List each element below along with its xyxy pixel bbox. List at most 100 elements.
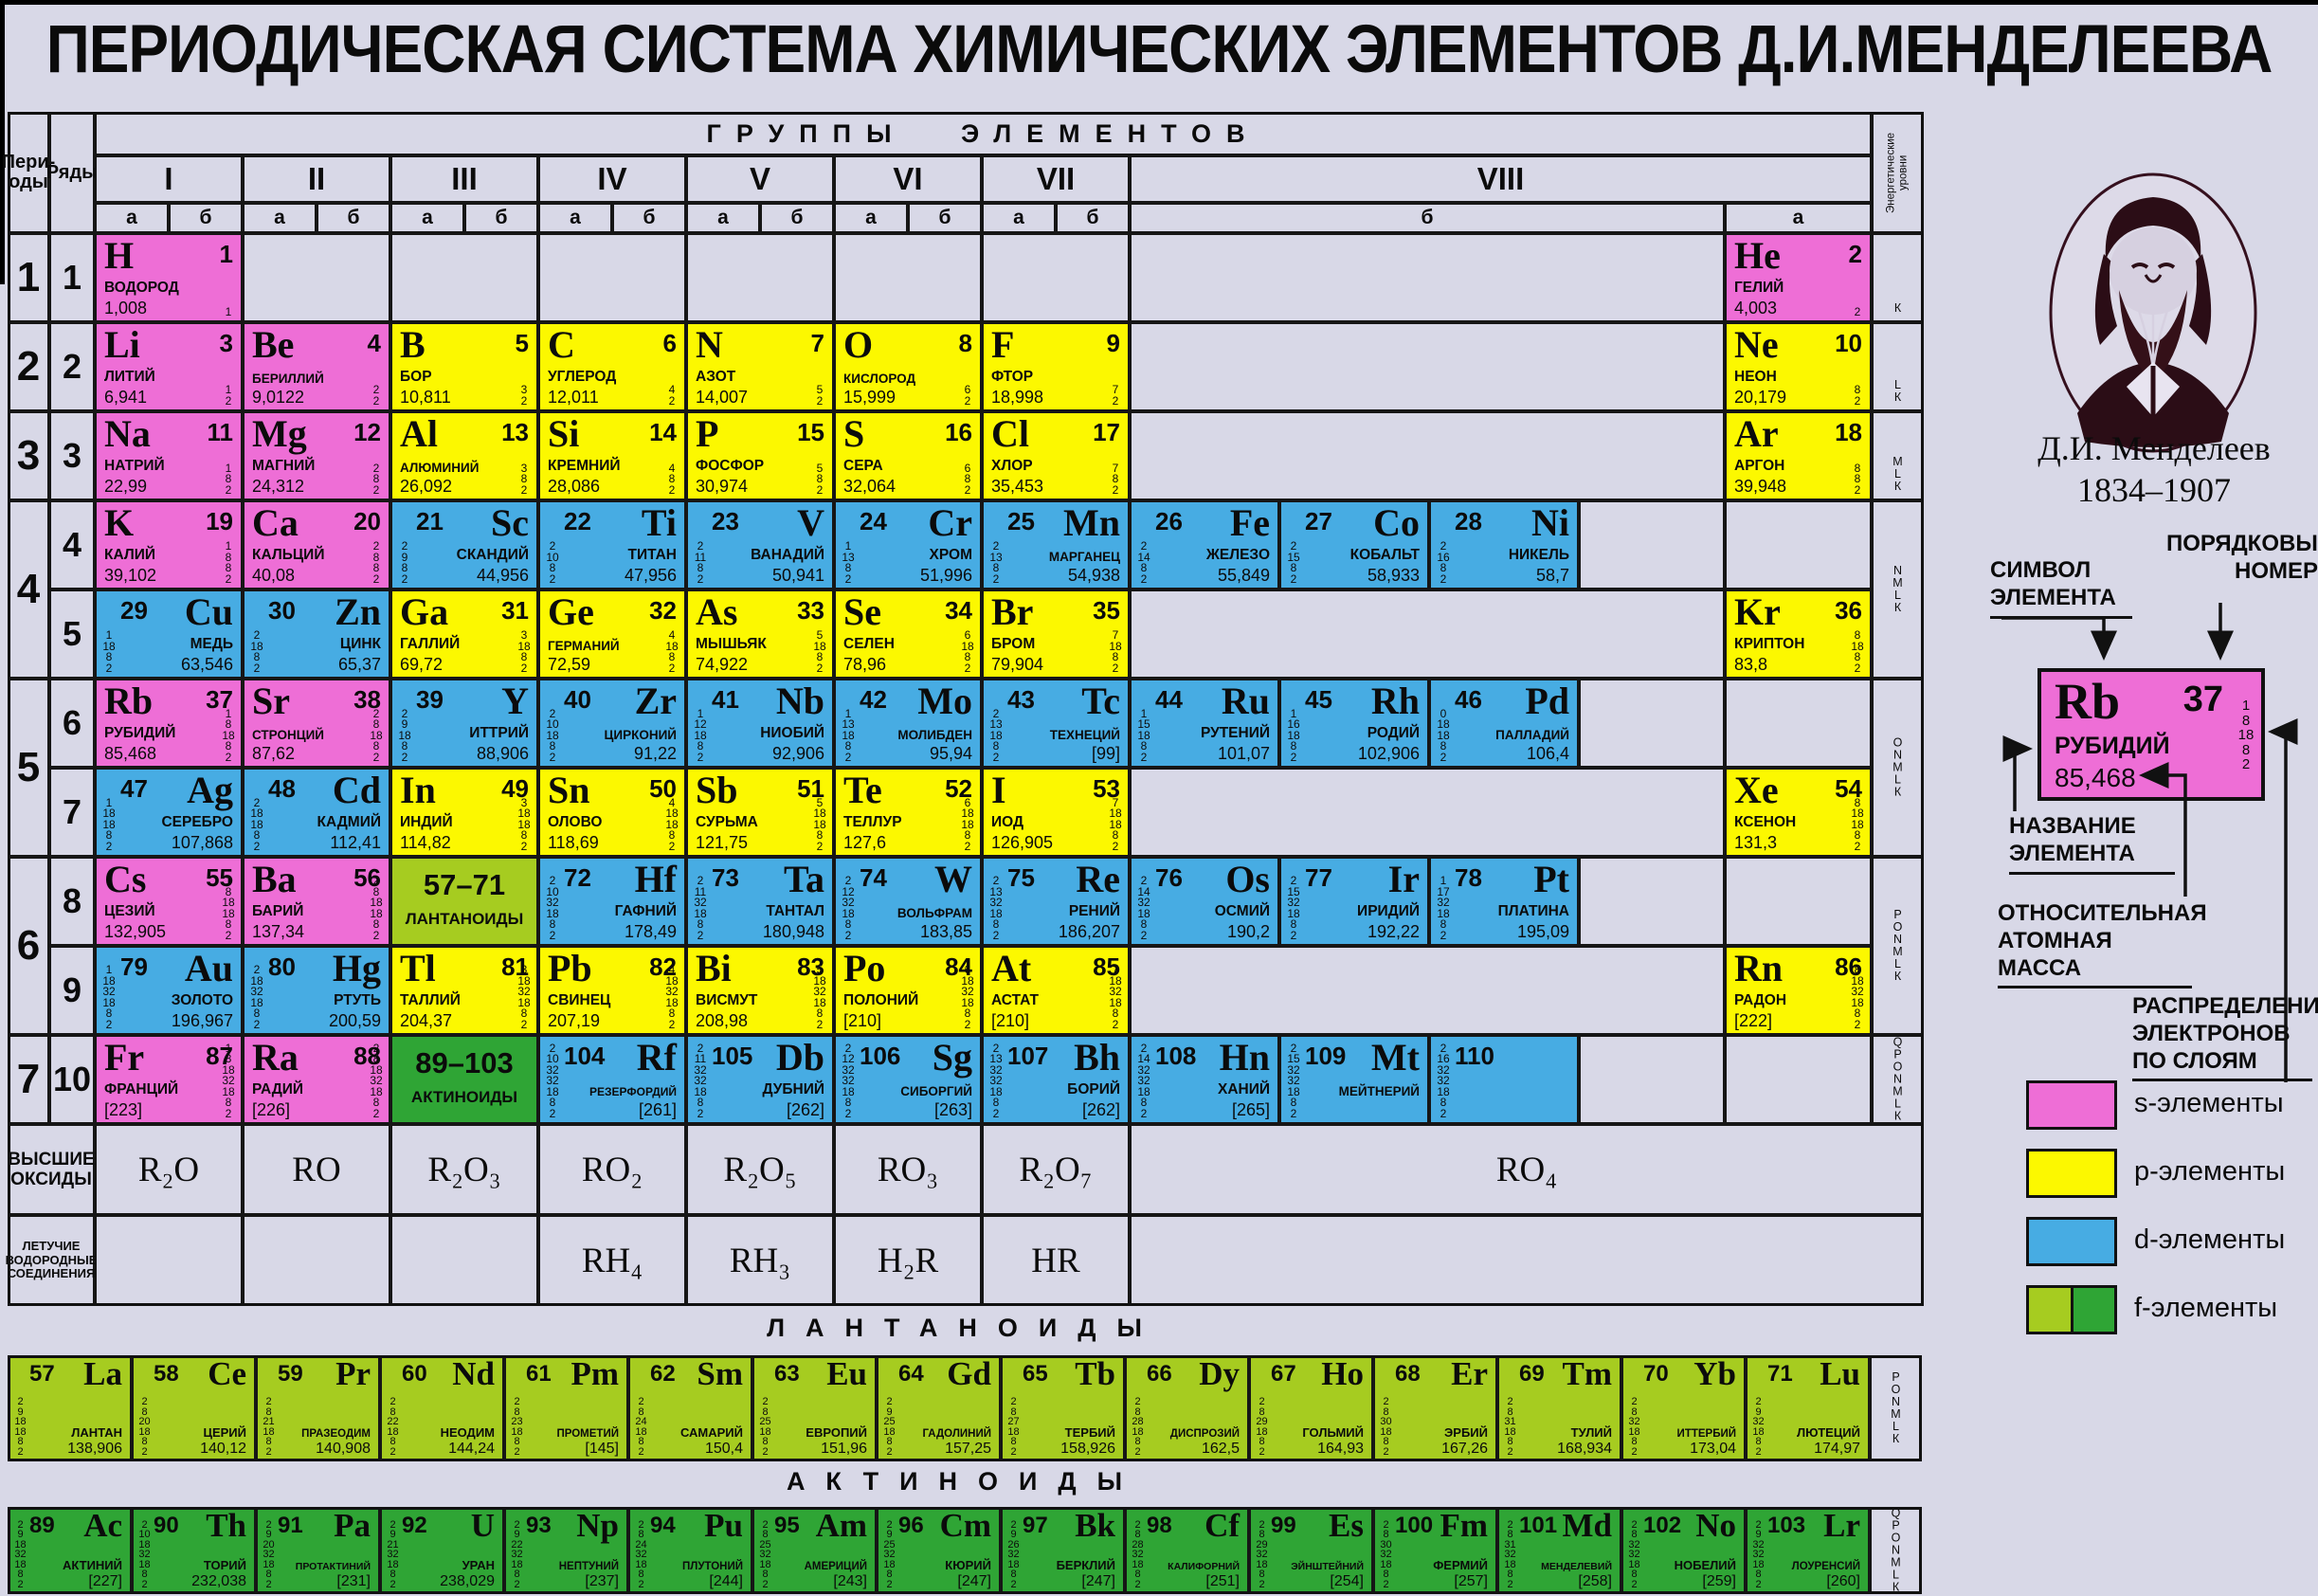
element-symbol: Tc <box>1081 680 1120 722</box>
shell-value: 2 <box>549 928 556 942</box>
element-mass: 144,24 <box>448 1441 495 1457</box>
element-mass: [265] <box>1231 1100 1270 1119</box>
element-number: 102 <box>1643 1513 1682 1538</box>
placeholder-name: АКТИНОИДЫ <box>410 1088 518 1106</box>
shell-value: 8 <box>992 917 1000 931</box>
element-name: КАЛИЙ <box>104 547 156 563</box>
shell-value: 2 <box>1631 1445 1638 1458</box>
shell-value: 8 <box>549 739 556 753</box>
shell-value: 8 <box>253 650 261 663</box>
period-label-4: 4 <box>8 500 49 679</box>
element-symbol: Cr <box>928 501 972 544</box>
legend-swatch-p <box>2026 1149 2117 1198</box>
shell-value: 18 <box>1109 817 1122 831</box>
element-number: 68 <box>1395 1361 1421 1387</box>
element-number: 86 <box>1835 952 1862 981</box>
shell-value: 10 <box>546 550 559 564</box>
element-mass: 51,996 <box>919 566 972 585</box>
shell-value: 18 <box>665 639 679 653</box>
element-number: 96 <box>898 1513 924 1538</box>
element-symbol: Cm <box>939 1507 991 1544</box>
element-symbol: Bk <box>1075 1507 1115 1544</box>
shell-value: 2 <box>265 1518 272 1531</box>
group-numeral-IV: IV <box>538 155 686 203</box>
element-cell-Sm: Sm 62 САМАРИЙ 150,4 2 8 24 18 8 2 <box>628 1355 752 1461</box>
electron-shells: 2 18 32 18 8 2 <box>246 964 267 1031</box>
element-symbol: Md <box>1562 1507 1613 1544</box>
element-number: 22 <box>564 507 591 535</box>
element-number: 23 <box>712 507 739 535</box>
hydride-formula: HR <box>982 1215 1130 1306</box>
shell-value: 32 <box>989 1074 1003 1087</box>
element-name: ЭРБИЙ <box>1444 1425 1488 1440</box>
subgroup-a-label: а <box>95 203 169 233</box>
shell-value: 18 <box>1132 1558 1144 1570</box>
shell-value: 32 <box>250 985 263 998</box>
mendeleev-portrait <box>2049 172 2257 453</box>
shell-value: 21 <box>387 1538 399 1551</box>
electron-shells: 2 18 8 2 <box>246 629 267 674</box>
shell-value: 8 <box>762 1436 769 1447</box>
shell-value: 25 <box>759 1538 771 1551</box>
element-cell-I: I 53 ИОД 126,905 7 18 18 8 2 <box>982 768 1130 857</box>
shell-value: 18 <box>961 973 974 988</box>
energy-level-letter: M <box>1892 760 1903 774</box>
shell-value: 32 <box>1752 1416 1765 1427</box>
shell-value: 12 <box>842 1052 855 1065</box>
shell-value: 18 <box>370 1062 383 1077</box>
element-mass: 72,59 <box>548 655 591 674</box>
shell-value: 2 <box>1140 874 1148 887</box>
shell-value: 8 <box>141 1569 148 1580</box>
shell-value: 2 <box>253 1017 261 1031</box>
empty-cell <box>1725 857 1872 946</box>
element-cell-Au: Au 79 ЗОЛОТО 196,967 1 18 32 18 8 2 <box>95 946 243 1035</box>
shell-value: 1 <box>844 539 852 553</box>
element-symbol: Th <box>206 1507 246 1544</box>
electron-shells: 1 13 8 2 <box>838 539 859 585</box>
element-name: ЦИРКОНИЙ <box>604 728 677 742</box>
element-symbol: Eu <box>826 1355 867 1392</box>
shell-value: 8 <box>105 650 113 663</box>
shell-value: 21 <box>263 1416 275 1427</box>
sample-number: 37 <box>2182 680 2223 719</box>
shell-value: 18 <box>387 1558 399 1570</box>
element-number: 34 <box>945 596 972 625</box>
electron-shells: 1 <box>218 306 239 318</box>
shell-value: 32 <box>1628 1549 1640 1560</box>
shell-value: 32 <box>665 985 679 998</box>
period-label-1: 1 <box>8 233 49 322</box>
element-cell-Cf: Cf 98 КАЛИФОРНИЙ [251] 2 8 28 32 18 8 2 <box>1125 1507 1249 1594</box>
shell-value: 18 <box>138 1425 151 1438</box>
element-mass: 18,998 <box>991 388 1044 407</box>
element-mass: [251] <box>1205 1573 1240 1589</box>
shell-value: 32 <box>1287 896 1300 909</box>
shell-value: 8 <box>816 472 824 485</box>
element-number: 14 <box>649 418 677 446</box>
shell-value: 32 <box>1287 1062 1300 1077</box>
group-numeral-III: III <box>390 155 538 203</box>
element-number: 19 <box>206 507 233 535</box>
element-name: НЕПТУНИЙ <box>558 1561 619 1572</box>
subgroup-b-label: б <box>1056 203 1130 233</box>
shell-value: 2 <box>549 539 556 553</box>
element-mass: 132,905 <box>104 922 167 941</box>
element-number: 17 <box>1093 418 1120 446</box>
element-name: НИОБИЙ <box>760 725 824 741</box>
subgroup-a-label: а <box>1725 203 1872 233</box>
element-number: 54 <box>1835 774 1862 803</box>
shell-value: 1 <box>225 1041 232 1055</box>
shell-value: 32 <box>1437 1062 1450 1077</box>
shell-value: 8 <box>520 650 528 663</box>
shell-value: 27 <box>1007 1416 1020 1427</box>
element-symbol: P <box>696 412 719 455</box>
element-name: КАДМИЙ <box>317 814 381 830</box>
shell-value: 9 <box>265 1529 272 1540</box>
shell-value: 18 <box>1752 1558 1765 1570</box>
shell-value: 8 <box>17 1569 24 1580</box>
shell-value: 32 <box>1380 1549 1392 1560</box>
element-symbol: Be <box>252 323 295 366</box>
empty-cell <box>538 233 686 322</box>
shell-value: 2 <box>1010 1396 1017 1407</box>
shell-value: 13 <box>989 1052 1003 1065</box>
